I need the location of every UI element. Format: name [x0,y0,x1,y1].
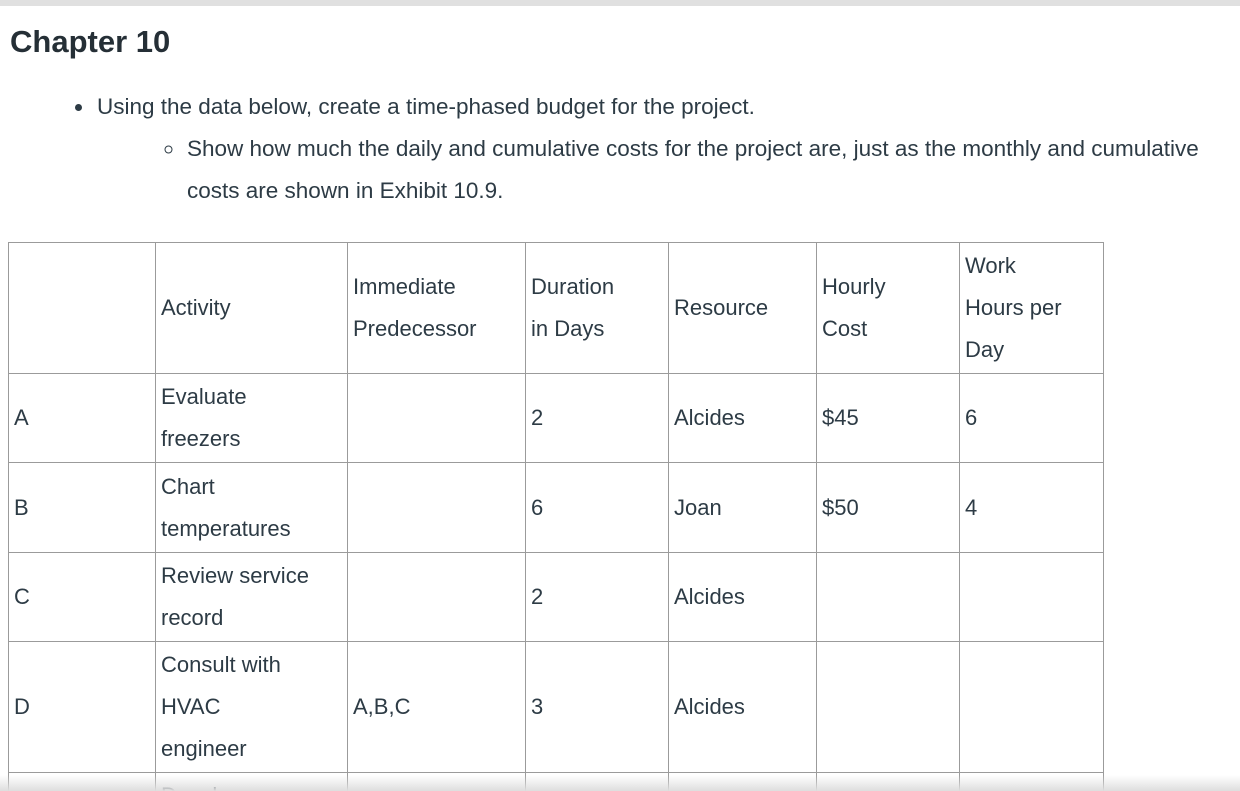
header-predecessor: Immediate Predecessor [347,242,526,374]
table-row-b: B Chart temperatures 6 Joan $50 4 [8,462,1104,553]
cell-activity: Chart temperatures [155,462,348,553]
bullet-list: Using the data below, create a time-phas… [0,86,1240,212]
cell-id: D [8,641,156,773]
cell-id: B [8,462,156,553]
header-work-hours: Work Hours per Day [959,242,1104,374]
cell-duration: 6 [525,462,669,553]
cell-predecessor [347,373,526,463]
cell-duration [525,772,669,791]
cell-predecessor [347,462,526,553]
cell-activity: Consult with HVAC engineer [155,641,348,773]
cell-id [8,772,156,791]
cell-work-hours [959,772,1104,791]
cell-work-hours: 6 [959,373,1104,463]
cell-id: A [8,373,156,463]
bullet-item-main: Using the data below, create a time-phas… [95,86,1240,128]
cell-resource: Alcides [668,552,817,642]
cell-activity: Review service record [155,552,348,642]
header-activity: Activity [155,242,348,374]
cell-work-hours [959,641,1104,773]
cell-hourly-cost [816,772,960,791]
activity-table-container: Activity Immediate Predecessor Duration … [8,242,1105,791]
cell-activity: Develop [155,772,348,791]
cell-resource [668,772,817,791]
cell-activity: Evaluate freezers [155,373,348,463]
cell-hourly-cost: $50 [816,462,960,553]
cell-resource: Alcides [668,373,817,463]
cell-duration: 2 [525,552,669,642]
header-hourly-cost: Hourly Cost [816,242,960,374]
header-id [8,242,156,374]
cell-hourly-cost [816,641,960,773]
cell-work-hours [959,552,1104,642]
table-row-d: D Consult with HVAC engineer A,B,C 3 Alc… [8,641,1104,773]
header-resource: Resource [668,242,817,374]
top-strip [0,0,1240,6]
table-header-row: Activity Immediate Predecessor Duration … [8,242,1104,374]
cell-resource: Alcides [668,641,817,773]
sub-bullet-list: Show how much the daily and cumulative c… [95,128,1240,212]
bullet-item-sub: Show how much the daily and cumulative c… [185,128,1240,212]
cell-predecessor [347,772,526,791]
cell-duration: 3 [525,641,669,773]
page-title: Chapter 10 [10,24,171,59]
cell-duration: 2 [525,373,669,463]
cell-predecessor: A,B,C [347,641,526,773]
table-row-c: C Review service record 2 Alcides [8,552,1104,642]
cell-id: C [8,552,156,642]
table-row-a: A Evaluate freezers 2 Alcides $45 6 [8,373,1104,463]
cell-work-hours: 4 [959,462,1104,553]
cell-hourly-cost [816,552,960,642]
header-duration: Duration in Days [525,242,669,374]
cell-resource: Joan [668,462,817,553]
activity-table: Activity Immediate Predecessor Duration … [8,242,1104,791]
cell-hourly-cost: $45 [816,373,960,463]
cell-predecessor [347,552,526,642]
table-row-partial: Develop [8,772,1104,791]
